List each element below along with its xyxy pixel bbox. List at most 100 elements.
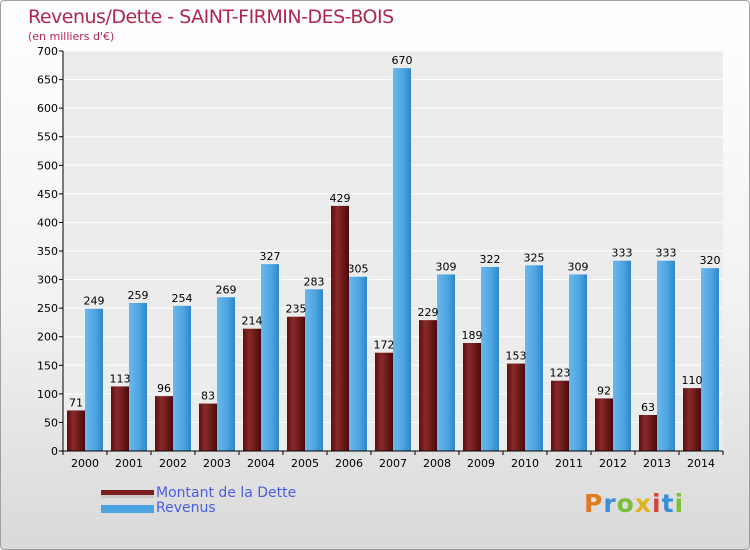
x-tick-label: 2001 xyxy=(115,457,143,470)
data-label-revenue: 249 xyxy=(84,295,105,308)
x-tick-label: 2004 xyxy=(247,457,275,470)
bar-debt xyxy=(111,386,129,451)
x-tick-label: 2007 xyxy=(379,457,407,470)
x-tick-label: 2013 xyxy=(643,457,671,470)
data-label-debt: 189 xyxy=(462,329,483,342)
y-tick-label: 300 xyxy=(37,274,58,287)
bar-revenue xyxy=(437,274,455,451)
y-tick-label: 50 xyxy=(44,416,58,429)
y-tick-label: 700 xyxy=(37,45,58,58)
logo-letter: x xyxy=(634,489,652,518)
data-label-debt: 172 xyxy=(374,339,395,352)
data-label-debt: 153 xyxy=(506,350,527,363)
data-label-debt: 83 xyxy=(201,390,215,403)
data-label-revenue: 670 xyxy=(392,54,413,67)
data-label-revenue: 325 xyxy=(524,251,545,264)
x-tick-label: 2003 xyxy=(203,457,231,470)
chart-title: Revenus/Dette - SAINT-FIRMIN-DES-BOIS xyxy=(28,6,394,28)
data-label-revenue: 305 xyxy=(348,263,369,276)
x-tick-label: 2005 xyxy=(291,457,319,470)
legend-swatch-debt xyxy=(101,490,154,498)
bar-revenue xyxy=(657,260,675,451)
legend-label-debt: Montant de la Dette xyxy=(156,485,297,501)
data-label-revenue: 322 xyxy=(480,253,501,266)
data-label-revenue: 283 xyxy=(304,275,325,288)
data-label-revenue: 320 xyxy=(700,254,721,267)
bar-revenue xyxy=(569,274,587,451)
data-label-debt: 229 xyxy=(418,306,439,319)
chart-subtitle: (en milliers d'€) xyxy=(28,30,115,43)
bar-debt xyxy=(639,415,657,451)
bar-debt xyxy=(331,205,349,451)
y-tick-label: 100 xyxy=(37,388,58,401)
y-tick-label: 650 xyxy=(37,74,58,87)
y-tick-label: 200 xyxy=(37,331,58,344)
bar-revenue xyxy=(701,268,719,451)
x-tick-label: 2014 xyxy=(687,457,715,470)
data-label-revenue: 259 xyxy=(128,289,149,302)
x-tick-label: 2008 xyxy=(423,457,451,470)
logo-letter: o xyxy=(616,489,635,518)
bar-revenue xyxy=(393,68,411,452)
bar-debt xyxy=(67,410,85,451)
logo-letter: P xyxy=(584,489,604,518)
data-label-revenue: 333 xyxy=(612,247,633,260)
logo-letter: t xyxy=(661,489,675,518)
y-tick-label: 400 xyxy=(37,216,58,229)
data-label-debt: 113 xyxy=(110,372,131,385)
bar-revenue xyxy=(261,264,279,451)
data-label-debt: 96 xyxy=(157,382,171,395)
proxiti-logo: Proxiti xyxy=(584,489,684,518)
data-label-debt: 123 xyxy=(550,367,571,380)
bar-debt xyxy=(419,320,437,451)
bar-revenue xyxy=(305,289,323,451)
x-tick-label: 2010 xyxy=(511,457,539,470)
legend-swatch-revenue xyxy=(101,505,154,513)
bar-debt xyxy=(375,352,393,451)
data-label-revenue: 309 xyxy=(436,260,457,273)
data-label-revenue: 309 xyxy=(568,260,589,273)
bar-revenue xyxy=(481,267,499,451)
y-tick-label: 450 xyxy=(37,188,58,201)
y-tick-label: 600 xyxy=(37,102,58,115)
x-tick-label: 2000 xyxy=(71,457,99,470)
x-tick-label: 2011 xyxy=(555,457,583,470)
logo-letter: i xyxy=(652,489,662,518)
bar-debt xyxy=(199,403,217,451)
bar-revenue xyxy=(613,260,631,451)
data-label-debt: 71 xyxy=(69,396,83,409)
bar-revenue xyxy=(129,303,147,451)
bar-revenue xyxy=(525,265,543,451)
data-label-debt: 429 xyxy=(330,192,351,205)
y-tick-label: 150 xyxy=(37,359,58,372)
y-tick-label: 500 xyxy=(37,159,58,172)
bar-debt xyxy=(243,328,261,451)
data-label-debt: 92 xyxy=(597,384,611,397)
bar-debt xyxy=(595,398,613,451)
bar-debt xyxy=(155,396,173,451)
x-tick-label: 2009 xyxy=(467,457,495,470)
data-label-revenue: 333 xyxy=(656,247,677,260)
bar-revenue xyxy=(217,297,235,451)
bar-revenue xyxy=(349,276,367,451)
x-tick-label: 2012 xyxy=(599,457,627,470)
data-label-revenue: 254 xyxy=(172,292,193,305)
data-label-revenue: 269 xyxy=(216,283,237,296)
bar-debt xyxy=(551,380,569,451)
bar-debt xyxy=(683,388,701,451)
y-tick-label: 350 xyxy=(37,245,58,258)
data-label-debt: 214 xyxy=(242,315,263,328)
y-tick-label: 550 xyxy=(37,131,58,144)
x-tick-label: 2006 xyxy=(335,457,363,470)
data-label-debt: 63 xyxy=(641,401,655,414)
data-label-debt: 110 xyxy=(682,374,703,387)
bar-revenue xyxy=(85,308,103,451)
legend-label-revenue: Revenus xyxy=(156,500,216,516)
bar-debt xyxy=(463,343,481,451)
data-label-debt: 235 xyxy=(286,303,307,316)
x-tick-label: 2002 xyxy=(159,457,187,470)
bar-debt xyxy=(287,316,305,451)
bar-debt xyxy=(507,363,525,451)
